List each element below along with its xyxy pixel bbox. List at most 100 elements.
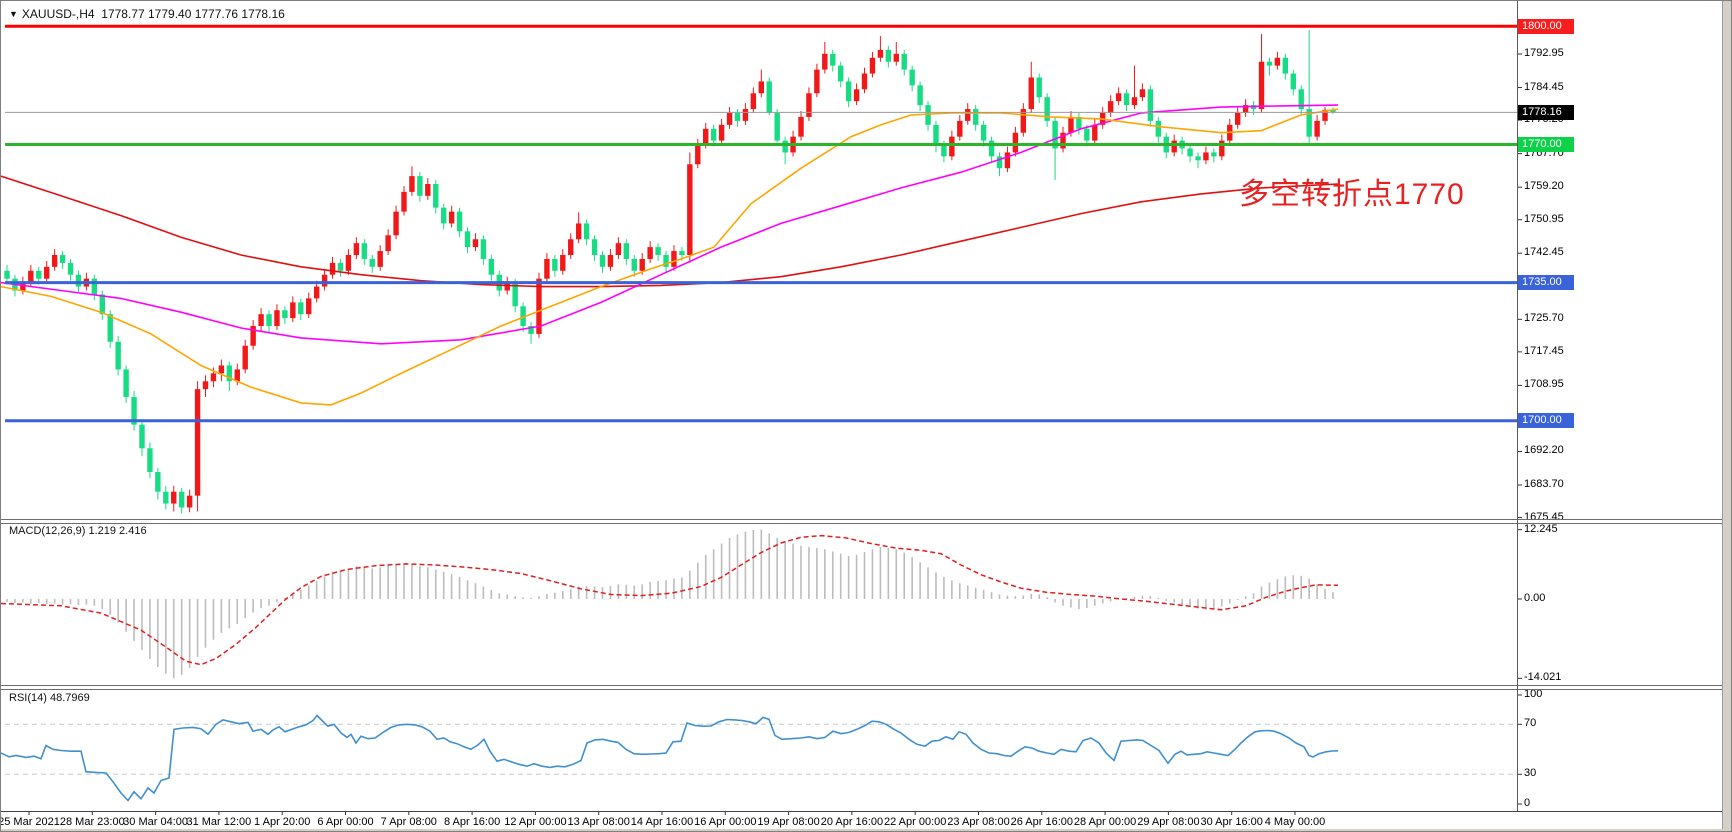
time-tick-label[interactable]: 31 Mar 12:00 — [186, 816, 252, 828]
macd-tick-label: -14.021 — [1524, 671, 1562, 684]
candle-body — [448, 211, 455, 224]
candle-body — [385, 235, 391, 252]
time-tick-label[interactable]: 30 Mar 04:00 — [123, 816, 189, 828]
candle-body — [1282, 57, 1289, 74]
time-tick-label[interactable]: 13 Apr 08:00 — [567, 816, 630, 828]
candle-body — [655, 247, 661, 256]
rsi-tick-label: 30 — [1524, 767, 1537, 780]
window-bottom-frame — [1, 829, 1731, 831]
time-tick-label[interactable]: 20 Apr 16:00 — [820, 816, 884, 828]
candle-body — [480, 239, 487, 259]
candle-body — [861, 73, 868, 90]
time-tick-label[interactable]: 7 Apr 08:00 — [380, 816, 437, 828]
candle-body — [845, 81, 852, 102]
candle-body — [393, 211, 399, 236]
time-tick-label[interactable]: 1 Apr 20:00 — [254, 816, 311, 828]
candle-body — [798, 116, 804, 137]
candle-body — [838, 65, 844, 82]
candle-body — [226, 365, 233, 382]
time-tick-label[interactable]: 28 Mar 23:00 — [59, 816, 125, 828]
time-tick-label[interactable]: 30 Apr 16:00 — [1200, 816, 1263, 828]
time-tick-label[interactable]: 14 Apr 16:00 — [630, 816, 694, 828]
candle-body — [1028, 77, 1034, 110]
time-tick-label[interactable]: 29 Apr 08:00 — [1137, 816, 1200, 828]
candle-body — [20, 282, 26, 291]
symbol-period-label: XAUUSD-,H4 — [21, 7, 95, 21]
candle-body — [456, 211, 463, 232]
candle-body — [1306, 109, 1312, 137]
candle-body — [1235, 112, 1241, 125]
time-tick-label[interactable]: 12 Apr 00:00 — [504, 816, 567, 828]
candle-body — [163, 491, 169, 504]
candle-body — [591, 239, 598, 256]
candle-body — [623, 243, 630, 259]
macd-panel-separator[interactable] — [1, 519, 1725, 524]
price-tick-label: 1717.45 — [1524, 344, 1564, 357]
text-annotation[interactable]: 多空转折点1770 — [1239, 178, 1465, 211]
candle-body — [258, 314, 264, 327]
candle-body — [901, 53, 907, 70]
candle-body — [1076, 116, 1082, 129]
chevron-down-icon[interactable]: ▼ — [9, 9, 18, 19]
candle-body — [1052, 120, 1058, 149]
price-badge-1778.16: 1778.16 — [1518, 104, 1574, 120]
chart-title: ▼ XAUUSD-,H4 1778.77 1779.40 1777.76 1778… — [9, 7, 285, 21]
candle-body — [560, 255, 566, 271]
time-tick-label[interactable]: 16 Apr 00:00 — [694, 816, 757, 828]
candle-body — [1266, 61, 1273, 66]
candle-body — [1314, 120, 1320, 137]
candle-body — [663, 255, 669, 267]
candle-body — [488, 258, 495, 275]
candle-body — [1258, 61, 1265, 110]
candle-body — [1020, 109, 1027, 133]
candle-body — [91, 278, 98, 295]
candle-body — [36, 270, 42, 279]
time-tick-label[interactable]: 19 Apr 08:00 — [757, 816, 820, 828]
candle-body — [67, 262, 74, 275]
time-tick-label[interactable]: 22 Apr 00:00 — [883, 816, 947, 828]
candle-body — [51, 255, 58, 267]
candle-body — [766, 81, 772, 113]
ohlc-values-label: 1778.77 1779.40 1777.76 1778.16 — [101, 7, 285, 21]
candle-body — [1107, 101, 1114, 113]
candle-body — [401, 191, 407, 212]
rsi-tick-label: 70 — [1524, 717, 1537, 730]
candle-body — [306, 298, 312, 315]
time-tick-label[interactable]: 23 Apr 08:00 — [947, 816, 1010, 828]
time-tick-label[interactable]: 8 Apr 16:00 — [443, 816, 501, 828]
candle-body — [965, 109, 971, 121]
candle-body — [1131, 97, 1138, 106]
candle-body — [671, 251, 677, 267]
candle-body — [1195, 156, 1201, 161]
time-tick-label[interactable]: 26 Apr 16:00 — [1010, 816, 1073, 828]
macd-signal-line — [1, 534, 1339, 666]
candle-body — [949, 136, 955, 157]
candle-body — [933, 124, 939, 145]
candle-body — [758, 81, 764, 94]
time-tick-label[interactable]: 6 Apr 00:00 — [317, 816, 374, 828]
candle-body — [647, 247, 653, 259]
time-tick-label[interactable]: 25 Mar 2021 — [0, 816, 60, 828]
candle-body — [1147, 89, 1154, 121]
price-tick-label: 1759.20 — [1524, 180, 1564, 193]
candle-body — [337, 262, 344, 271]
candle-body — [290, 302, 296, 319]
price-tick-label: 1683.70 — [1524, 478, 1564, 490]
candle-body — [1068, 116, 1074, 133]
time-tick-label[interactable]: 28 Apr 00:00 — [1073, 816, 1137, 828]
candle-body — [639, 258, 645, 271]
candle-body — [822, 53, 828, 70]
candle-body — [568, 239, 574, 256]
time-axis-border — [1, 811, 1725, 812]
rsi-panel-separator[interactable] — [1, 685, 1725, 690]
price-tick-label: 1784.45 — [1524, 80, 1564, 93]
candle-body — [782, 140, 788, 153]
candle-body — [718, 124, 725, 141]
candle-body — [544, 258, 550, 279]
candle-body — [877, 49, 884, 58]
time-tick-label[interactable]: 4 May 00:00 — [1264, 816, 1326, 828]
candle-body — [742, 109, 749, 121]
candle-body — [464, 231, 471, 248]
